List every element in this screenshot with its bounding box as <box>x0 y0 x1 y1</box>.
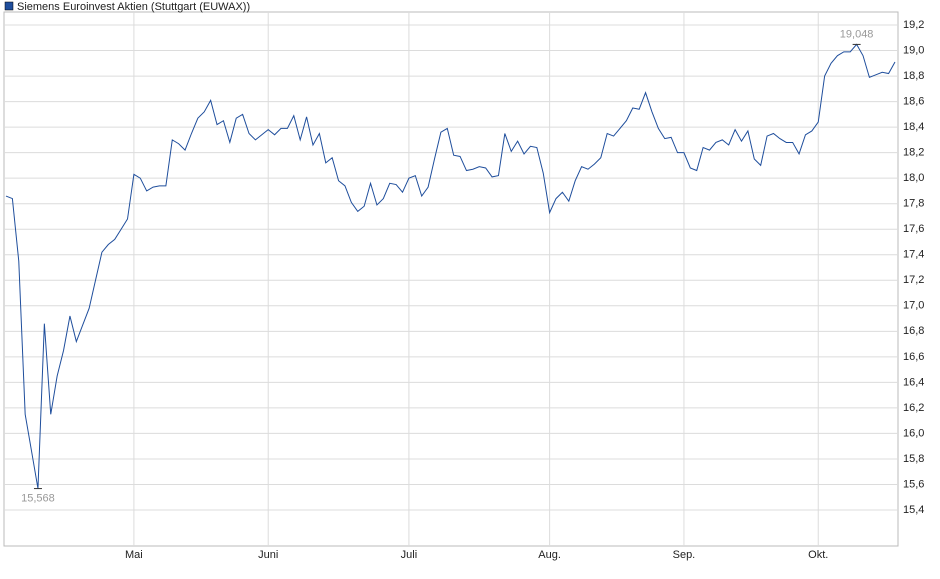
y-tick-label: 18,8 <box>903 70 924 82</box>
y-tick-label: 16,0 <box>903 427 924 439</box>
y-tick-label: 16,2 <box>903 402 924 414</box>
value-label: 19,048 <box>840 28 874 40</box>
y-tick-label: 19,0 <box>903 44 924 56</box>
y-tick-label: 18,4 <box>903 121 924 133</box>
y-tick-label: 18,2 <box>903 147 924 159</box>
plot-frame <box>3 11 899 547</box>
y-tick-label: 17,4 <box>903 249 924 261</box>
x-tick-label: Juli <box>401 549 418 561</box>
price-line <box>5 43 896 489</box>
y-tick-label: 17,8 <box>903 198 924 210</box>
y-tick-label: 18,0 <box>903 172 924 184</box>
y-tick-label: 16,8 <box>903 325 924 337</box>
y-tick-label: 17,6 <box>903 223 924 235</box>
x-tick-label: Sep. <box>673 549 696 561</box>
value-label: 15,568 <box>21 492 55 504</box>
y-tick-label: 15,6 <box>903 478 924 490</box>
y-tick-label: 18,6 <box>903 96 924 108</box>
x-tick-label: Okt. <box>808 549 828 561</box>
x-tick-label: Aug. <box>538 549 561 561</box>
x-tick-label: Juni <box>258 549 278 561</box>
y-tick-label: 17,2 <box>903 274 924 286</box>
y-tick-label: 16,6 <box>903 351 924 363</box>
x-tick-label: Mai <box>125 549 143 561</box>
legend-label: Siemens Euroinvest Aktien (Stuttgart (EU… <box>17 1 250 13</box>
y-tick-label: 15,4 <box>903 504 924 516</box>
y-tick-label: 17,0 <box>903 300 924 312</box>
legend-swatch <box>4 1 14 11</box>
y-tick-label: 16,4 <box>903 376 924 388</box>
y-tick-label: 19,2 <box>903 19 924 31</box>
y-tick-label: 15,8 <box>903 453 924 465</box>
